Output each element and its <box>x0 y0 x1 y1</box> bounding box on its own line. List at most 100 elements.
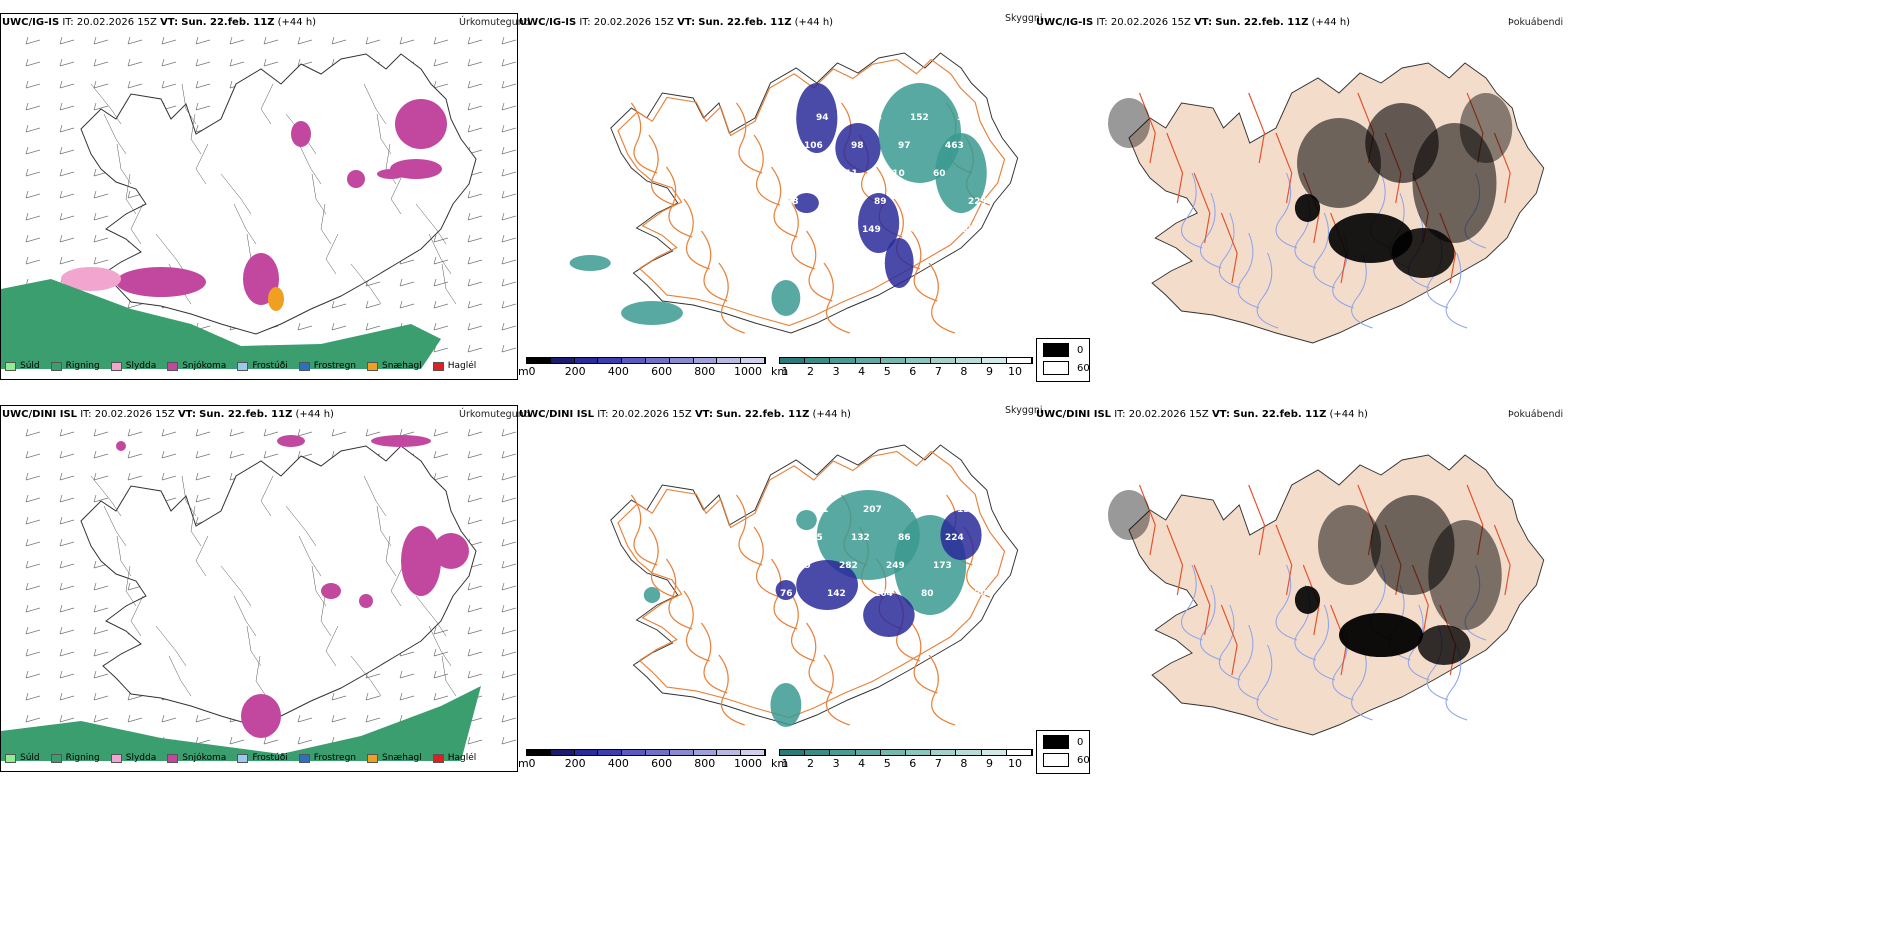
legend-swatch <box>50 753 62 763</box>
cloud-area <box>796 510 817 530</box>
cloud-area <box>621 301 683 325</box>
colorbar-tick-label: 3 <box>832 757 840 770</box>
precip-panel-top: Súld Rigning Slydda Snjókoma Frostúði Frostre… <box>0 13 518 380</box>
colorbar-bin <box>880 358 907 363</box>
fog-legend-item: 60 <box>1043 753 1090 767</box>
fog-index-area <box>1108 490 1150 540</box>
colorbar-bin <box>527 358 551 363</box>
colorbar-bin <box>906 358 932 363</box>
fog-legend-bottom: 0 60 <box>1036 730 1090 774</box>
precip-area-snow <box>433 533 469 569</box>
legend-label: Frostúði <box>252 361 288 371</box>
fog-legend-item: 0 <box>1043 343 1083 357</box>
cloudbase-value: 97 <box>898 141 911 151</box>
colorbar-tick-label: 1 <box>781 757 789 770</box>
cloudbase-value: 140 <box>827 197 846 207</box>
fog-index-field <box>1108 490 1502 665</box>
fog-legend-top: 0 60 <box>1036 338 1090 382</box>
cloud-area <box>796 83 838 153</box>
colorbar-tick-label: 3 <box>832 365 840 378</box>
colorbar-bin <box>550 358 575 363</box>
panel-title-cloud-bottom: Skyggni <box>1005 405 1043 416</box>
precip-area-snow <box>371 435 431 447</box>
precip-area-snow <box>291 121 311 147</box>
colorbar-bin <box>981 750 1007 755</box>
vt-value: Sun. 22.feb. 11Z <box>199 409 293 420</box>
cloudbase-value: 229 <box>968 197 987 207</box>
legend-swatch <box>167 753 179 763</box>
cloudbase-value: 207 <box>863 505 882 515</box>
lead-time: (+44 h) <box>277 17 317 28</box>
cloudbase-value: 159 <box>769 505 788 515</box>
colorbar-tick-label: 2 <box>807 365 815 378</box>
colorbar-bin <box>527 750 551 755</box>
colorbar-bin <box>574 358 599 363</box>
cloud-area <box>796 560 858 610</box>
fog-legend-swatch <box>1043 735 1069 749</box>
precip-area-rain <box>1 686 481 761</box>
fog-index-area <box>1412 123 1497 243</box>
cloudbase-value: 355 <box>803 253 822 263</box>
legend-swatch <box>110 361 122 371</box>
vt-label: VT: <box>1194 17 1213 28</box>
colorbar-tick-label: 800 <box>694 757 716 770</box>
colorbar-bin <box>693 358 718 363</box>
legend-item: Súld <box>5 361 40 371</box>
header-cloud-top: UWC/IG-IS IT: 20.02.2026 15Z VT: Sun. 22… <box>519 17 833 28</box>
cloudbase-value: 282 <box>839 561 858 571</box>
cloud-area <box>940 510 982 560</box>
header-precip-top: UWC/IG-IS IT: 20.02.2026 15Z VT: Sun. 22… <box>2 17 316 28</box>
colorbar-bin <box>931 358 957 363</box>
colorbar-bin <box>830 750 856 755</box>
colorbar-bin <box>669 358 694 363</box>
legend-label: Rigning <box>65 361 100 371</box>
legend-label: Frostregn <box>313 361 357 371</box>
legend-swatch <box>298 361 310 371</box>
precip-legend: Súld Rigning Slydda Snjókoma Frostúði Frostre… <box>5 753 476 763</box>
cloudbase-value: 132 <box>957 505 976 515</box>
colorbar-bin <box>645 750 670 755</box>
cloudbase-value: 832 <box>956 225 975 235</box>
cloud-area <box>884 238 914 288</box>
panel-title-fog-top: Þokuábendi <box>1508 17 1564 28</box>
vt-label: VT: <box>160 17 179 28</box>
colorbar-tick-label: 7 <box>934 365 942 378</box>
cloudbase-value: 106 <box>804 141 823 151</box>
legend-item: Snjókoma <box>167 361 226 371</box>
lead-time: (+44 h) <box>794 17 834 28</box>
colorbar-tick-label: 7 <box>934 757 942 770</box>
vt-label: VT: <box>177 409 196 420</box>
fog-panel-top <box>1036 13 1556 378</box>
cloudbase-value: 80 <box>921 589 934 599</box>
colorbar-bin <box>669 750 694 755</box>
it-label: IT: <box>80 409 92 420</box>
cloudbase-value: 120 <box>968 589 987 599</box>
it-value: 20.02.2026 15Z <box>611 409 692 420</box>
legend-label: Súld <box>20 361 40 371</box>
cloudbase-value: 164 <box>874 589 893 599</box>
vt-value: Sun. 22.feb. 11Z <box>716 409 810 420</box>
colorbar-tick-label: 9 <box>985 757 993 770</box>
colorbar-bin <box>981 358 1007 363</box>
legend-swatch <box>167 361 179 371</box>
cloudbase-value: 94 <box>816 113 829 123</box>
colorbar-bin <box>574 750 599 755</box>
legend-swatch <box>110 753 122 763</box>
precip-area-sleet <box>61 267 121 291</box>
legend-swatch <box>237 753 249 763</box>
cloudbase-value: 509 <box>792 561 811 571</box>
panel-title-precip-top: Úrkomutegund <box>459 17 530 28</box>
model-label: UWC/IG-IS <box>1036 17 1094 28</box>
legend-label: Slydda <box>125 753 157 763</box>
colorbar-tick-label: 1000 <box>734 365 762 378</box>
it-value: 20.02.2026 15Z <box>94 409 175 420</box>
legend-swatch <box>367 753 379 763</box>
cloudbase-value: 155 <box>804 533 823 543</box>
colorbar-tick-label: 800 <box>694 365 716 378</box>
it-label: IT: <box>62 17 74 28</box>
legend-label: Frostúði <box>252 753 288 763</box>
colorbar-tick-label: 8 <box>960 757 968 770</box>
fog-index-area <box>1417 625 1471 665</box>
vt-value: Sun. 22.feb. 11Z <box>181 17 275 28</box>
cloudbase-value: 77 <box>815 225 828 235</box>
